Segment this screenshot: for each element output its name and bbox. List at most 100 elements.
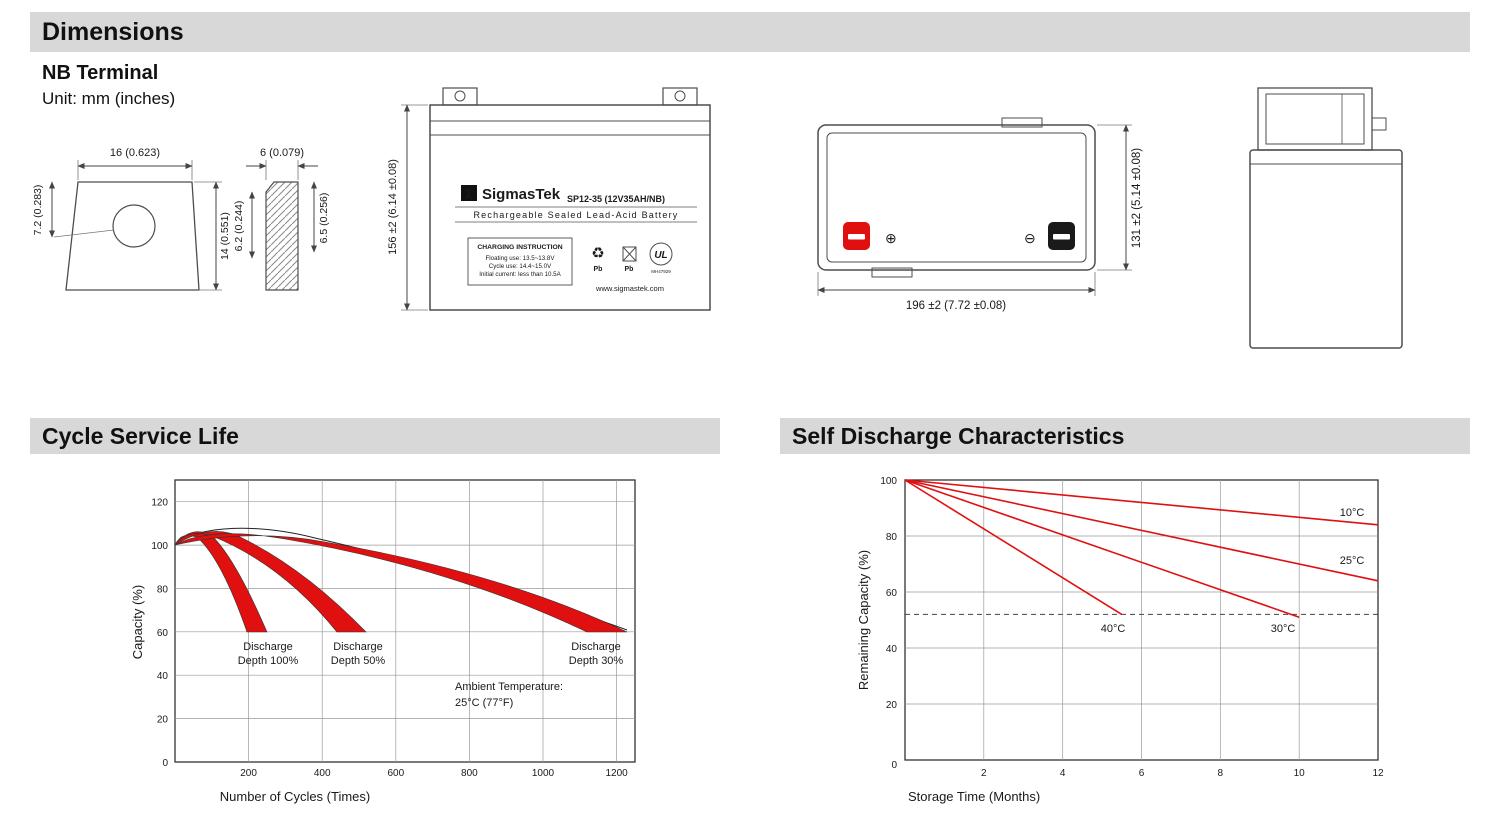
bin-pb-label: Pb (625, 266, 634, 273)
minus-symbol: ⊖ (1024, 230, 1036, 246)
svg-text:60: 60 (157, 628, 169, 639)
cycle-band-labels: Discharge Depth 100% Discharge Depth 50%… (238, 641, 624, 667)
website-text: www.sigmastek.com (595, 284, 664, 293)
svg-text:Discharge: Discharge (571, 641, 621, 653)
unit-line: Unit: mm (inches) (42, 89, 176, 108)
sigma-glyph: Σ (465, 187, 472, 201)
self-discharge-section-header: Self Discharge Characteristics (780, 418, 1470, 454)
model-text: SP12-35 (12V35AH/NB) (567, 194, 665, 204)
svg-text:60: 60 (886, 588, 898, 599)
terminal-side-width-dim: 6 (0.079) (260, 147, 304, 159)
side-top-inner (1265, 93, 1365, 145)
battery-side-view (1249, 87, 1403, 349)
sd-line-labels: 10°C 25°C 40°C 30°C (1101, 507, 1365, 635)
svg-text:600: 600 (387, 768, 404, 779)
nb-terminal-subtitle: NB Terminal (42, 62, 159, 84)
svg-text:120: 120 (151, 498, 168, 509)
svg-text:2: 2 (981, 768, 987, 779)
terminal-front-drawing: 16 (0.623) 7.2 (0.283) 14 (0.551) (32, 147, 231, 291)
side-top-block (1257, 87, 1373, 151)
battery-type-text: Rechargeable Sealed Lead-Acid Battery (473, 210, 678, 220)
sd-lines (904, 479, 1379, 618)
cycle-title: Cycle Service Life (42, 422, 239, 449)
sigma-logo-icon (461, 185, 477, 201)
svg-text:20: 20 (886, 700, 898, 711)
front-height-dim: 156 ±2 (6.14 ±0.08) (387, 159, 399, 255)
top-depth-dim: 131 ±2 (5.14 ±0.08) (1131, 148, 1143, 248)
svg-text:Depth 100%: Depth 100% (238, 655, 299, 667)
top-view-outer (817, 124, 1096, 271)
svg-text:80: 80 (157, 585, 169, 596)
svg-text:200: 200 (240, 768, 257, 779)
svg-text:Ambient Temperature:: Ambient Temperature: (455, 681, 563, 693)
self-discharge-title: Self Discharge Characteristics (792, 422, 1125, 449)
sd-x-ticks: 2 4 6 8 10 12 (981, 768, 1384, 779)
charging-title: CHARGING INSTRUCTION (477, 244, 562, 251)
sd-line-10c (904, 479, 1379, 526)
battery-front-view: Σ SigmasTek SP12-35 (12V35AH/NB) Recharg… (387, 87, 711, 311)
svg-text:30°C: 30°C (1271, 623, 1296, 635)
sd-line-25c (904, 479, 1379, 582)
band-depth-30 (174, 533, 628, 633)
top-handle-slot-bottom (871, 267, 913, 278)
svg-text:10°C: 10°C (1340, 507, 1365, 519)
side-connector-tab (1371, 117, 1387, 131)
svg-text:800: 800 (461, 768, 478, 779)
svg-text:100: 100 (880, 476, 897, 487)
crossed-bin-pb-icon (622, 246, 637, 262)
top-width-dim: 196 ±2 (7.72 ±0.08) (906, 300, 1006, 312)
negative-terminal-slot (1053, 234, 1070, 240)
recycle-pb-icon: ♻ (591, 245, 604, 262)
plus-symbol: ⊕ (885, 230, 897, 246)
sd-line-30c (904, 479, 1300, 618)
svg-text:100: 100 (151, 541, 168, 552)
ul-code: MH47929 (651, 269, 671, 274)
svg-text:Discharge: Discharge (243, 641, 293, 653)
brand-text: SigmasTek (482, 186, 561, 203)
side-body (1249, 149, 1403, 349)
top-handle-slot-top (1001, 117, 1043, 128)
svg-text:25°C: 25°C (1340, 555, 1365, 567)
cycle-x-ticks: 200 400 600 800 1000 1200 (240, 768, 628, 779)
svg-text:4: 4 (1060, 768, 1066, 779)
sd-gridlines (905, 480, 1378, 760)
svg-text:25°C (77°F): 25°C (77°F) (455, 697, 513, 709)
svg-text:40: 40 (886, 644, 898, 655)
svg-text:0: 0 (162, 758, 168, 769)
charging-line-2: Cycle use: 14.4~15.0V (489, 263, 552, 270)
svg-text:20: 20 (157, 715, 169, 726)
battery-top-view: ⊕ ⊖ 196 ±2 (7.72 ±0.08) 131 ±2 (5.14 ±0.… (817, 117, 1143, 312)
svg-text:80: 80 (886, 532, 898, 543)
sd-x-axis-label: Storage Time (Months) (908, 789, 1040, 804)
top-view-inner (826, 132, 1087, 263)
sd-line-40c (904, 479, 1123, 616)
cycle-service-life-chart: 120 100 80 60 40 20 0 200 400 600 800 10… (130, 479, 636, 804)
cycle-x-axis-label: Number of Cycles (Times) (220, 789, 370, 804)
terminal-front-body (65, 181, 200, 291)
cycle-ambient-note: Ambient Temperature: 25°C (77°F) (455, 681, 563, 709)
charging-instruction-box (467, 237, 573, 286)
battery-front-body (429, 104, 711, 311)
svg-text:40: 40 (157, 671, 169, 682)
charging-line-1: Floating use: 13.5~13.8V (486, 255, 556, 262)
cycle-bands (174, 527, 628, 633)
svg-text:6: 6 (1139, 768, 1145, 779)
svg-text:0: 0 (891, 760, 897, 771)
terminal-front-width-dim: 16 (0.623) (110, 147, 160, 159)
positive-terminal-slot (848, 234, 865, 240)
svg-text:12: 12 (1372, 768, 1384, 779)
svg-text:1000: 1000 (532, 768, 555, 779)
terminal-front-right-dim: 14 (0.551) (219, 212, 231, 260)
svg-text:Depth 30%: Depth 30% (569, 655, 624, 667)
svg-text:40°C: 40°C (1101, 623, 1126, 635)
dimensions-section-header: Dimensions (30, 12, 1470, 52)
svg-text:1200: 1200 (605, 768, 628, 779)
cycle-y-axis-label: Capacity (%) (130, 585, 145, 659)
cycle-y-ticks: 120 100 80 60 40 20 0 (151, 498, 168, 769)
sd-y-ticks: 100 80 60 40 20 0 (880, 476, 897, 771)
recycle-pb-label: Pb (594, 266, 603, 273)
terminal-front-left-dim: 7.2 (0.283) (32, 185, 44, 236)
ul-mark-icon: UL MH47929 (649, 242, 673, 274)
ul-text: UL (654, 250, 667, 261)
svg-text:400: 400 (314, 768, 331, 779)
